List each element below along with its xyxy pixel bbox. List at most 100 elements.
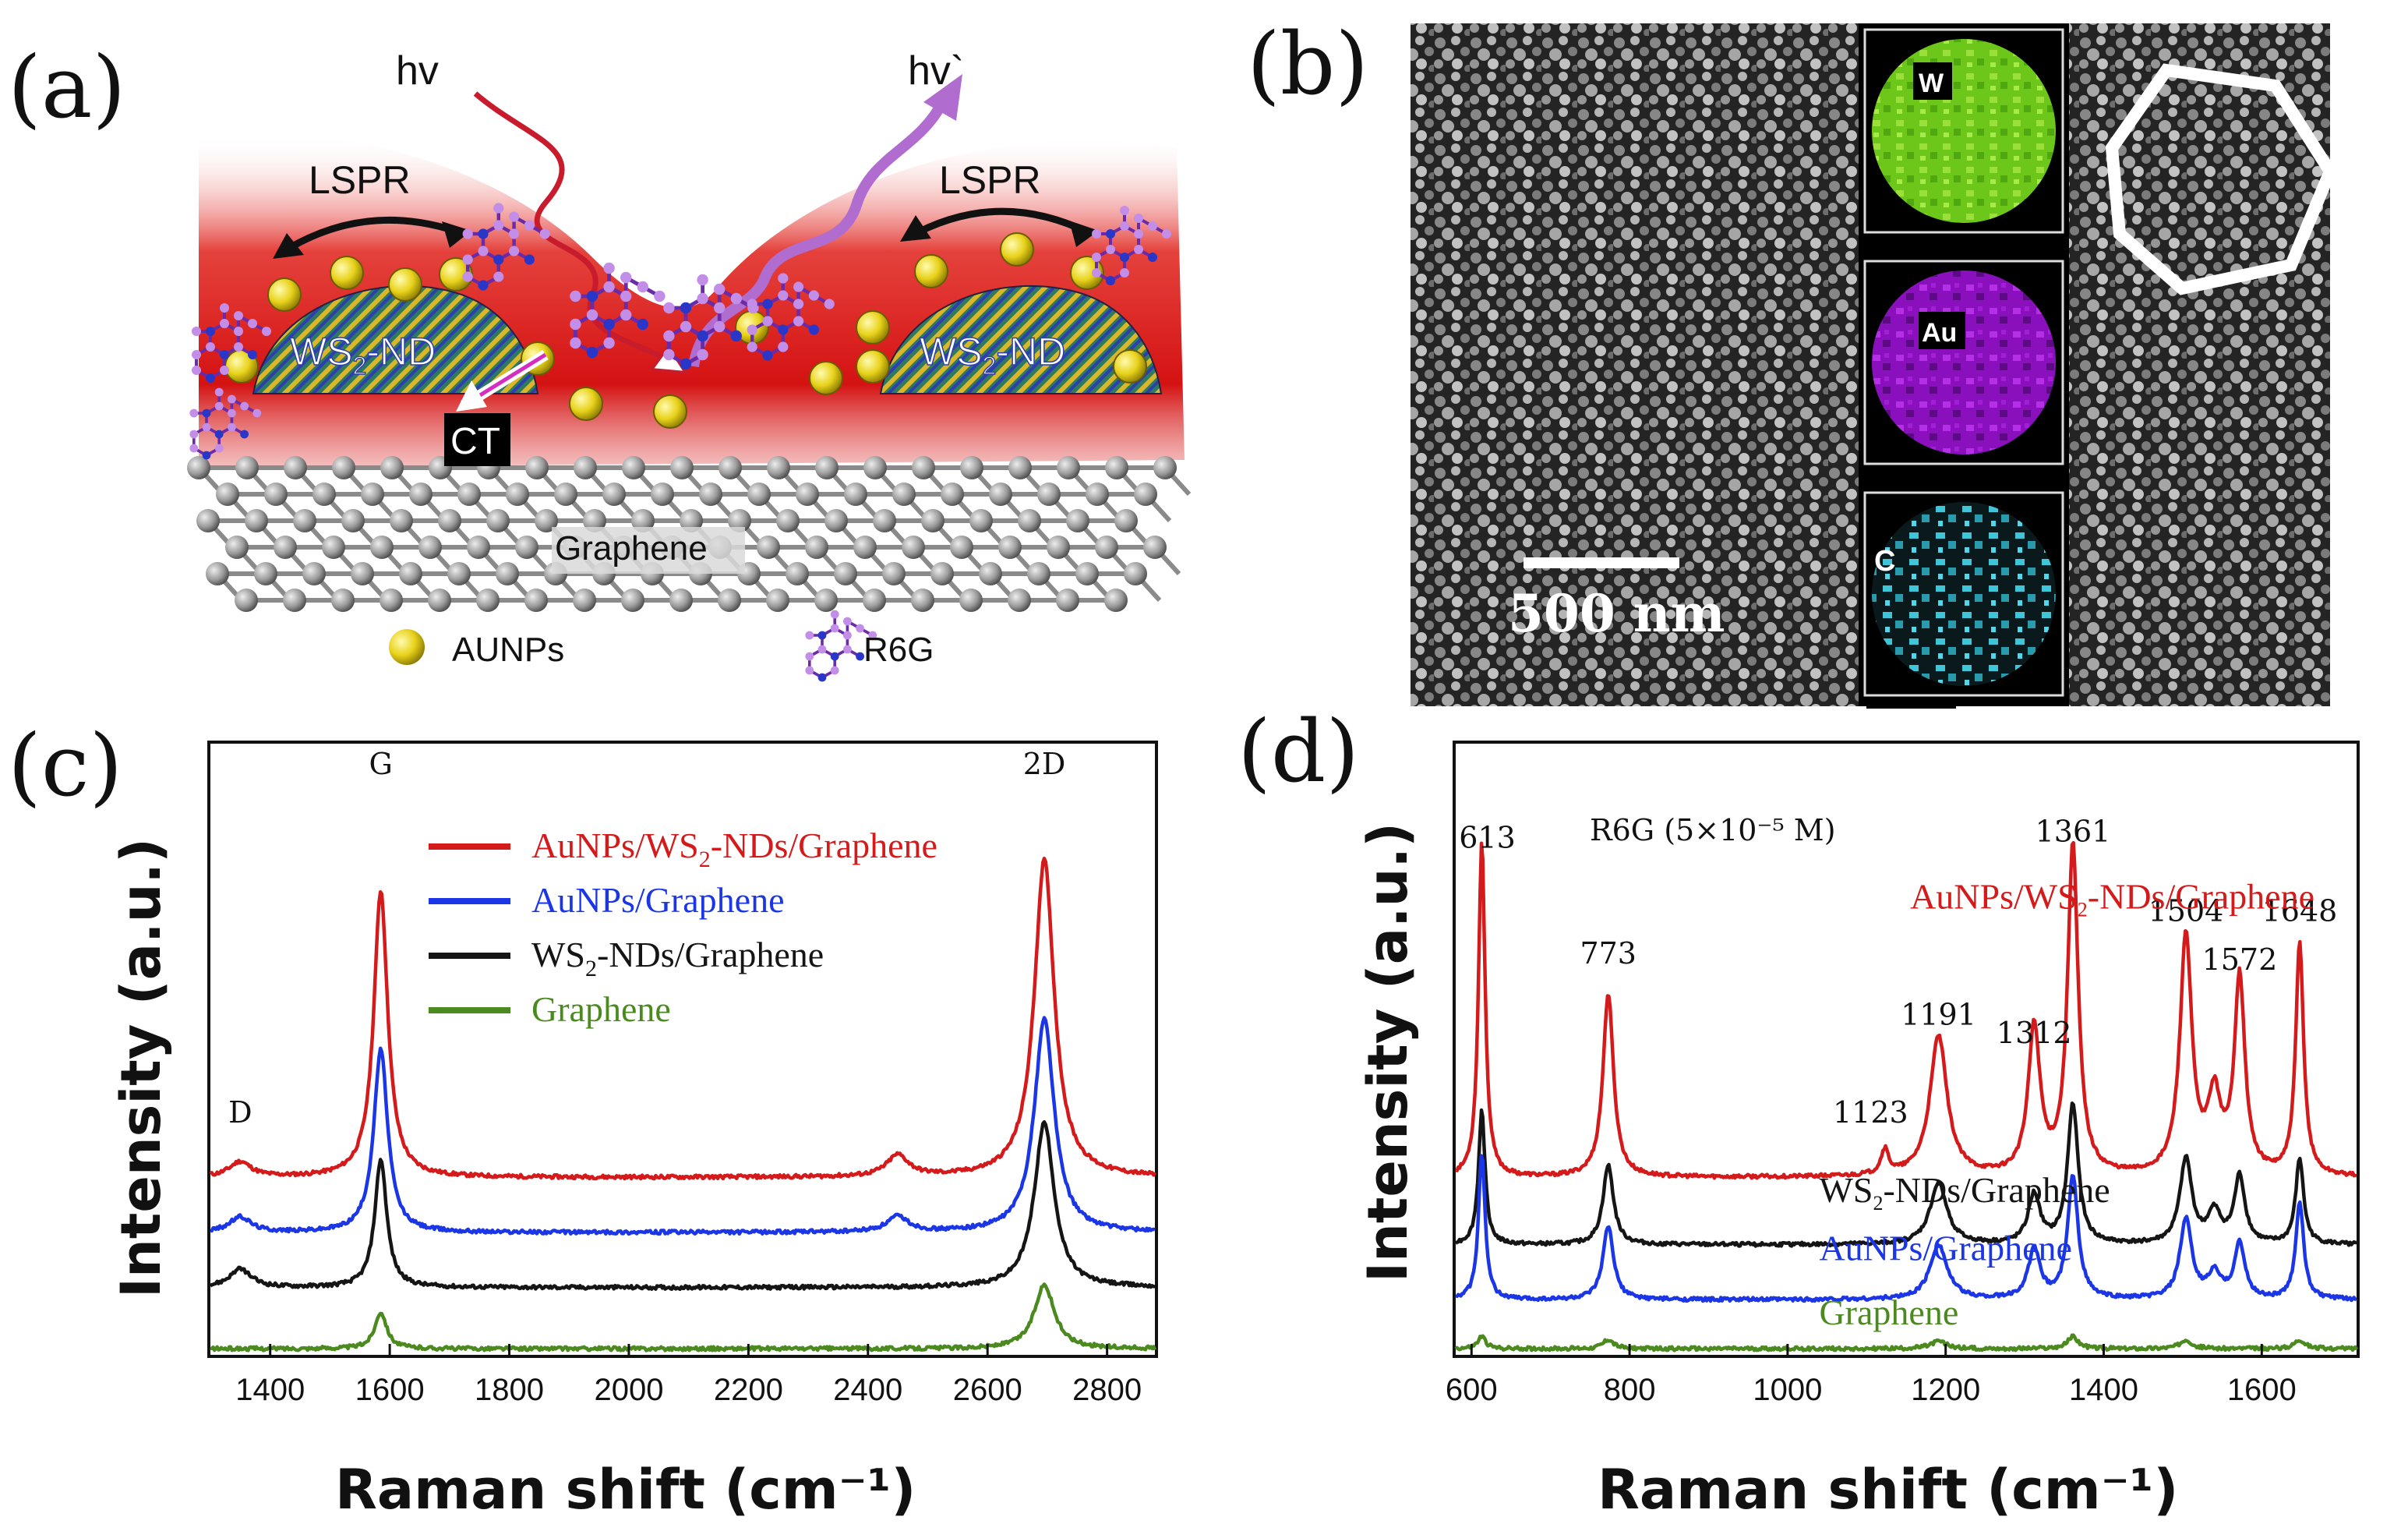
carbon-atom bbox=[622, 456, 645, 479]
series-line-3 bbox=[210, 1282, 1157, 1353]
carbon-atom bbox=[573, 589, 596, 612]
r6g-atom bbox=[462, 228, 473, 239]
carbon-atom bbox=[941, 483, 964, 506]
r6g-atom bbox=[868, 631, 877, 640]
r6g-atom bbox=[539, 228, 550, 239]
r6g-atom bbox=[663, 348, 675, 361]
r6g-atom bbox=[817, 673, 827, 682]
carbon-atom bbox=[302, 562, 326, 585]
nd-label-right: WS2-ND bbox=[920, 330, 1065, 380]
carbon-atom bbox=[409, 483, 433, 506]
r6g-atom bbox=[240, 430, 249, 439]
ws2-nanodome-right bbox=[879, 285, 1163, 394]
r6g-atom bbox=[228, 394, 236, 404]
carbon-atom bbox=[399, 562, 422, 585]
r6g-atom bbox=[817, 631, 827, 640]
lspr-arrowhead bbox=[1069, 221, 1099, 247]
lspr-label-left: LSPR bbox=[309, 158, 411, 202]
r6g-atom bbox=[586, 290, 598, 302]
carbon-atom bbox=[670, 456, 694, 479]
r6g-atom bbox=[478, 280, 489, 291]
r6g-atom bbox=[509, 228, 520, 239]
panel-c-label: (c) bbox=[8, 716, 122, 815]
carbon-atom bbox=[322, 536, 345, 559]
r6g-atom bbox=[206, 327, 215, 336]
carbon-atom bbox=[583, 509, 606, 532]
carbon-atom bbox=[1075, 562, 1099, 585]
carbon-atom bbox=[254, 562, 277, 585]
carbon-atom bbox=[834, 562, 857, 585]
carbon-atom bbox=[380, 589, 403, 612]
peak-label: 1361 bbox=[2036, 814, 2111, 848]
r6g-atom bbox=[620, 271, 632, 284]
r6g-atom bbox=[697, 274, 708, 286]
r6g-atom bbox=[570, 290, 581, 302]
carbon-atom bbox=[515, 536, 538, 559]
peak-label: 1191 bbox=[1901, 998, 1976, 1032]
carbon-atom bbox=[447, 562, 471, 585]
series-line-1 bbox=[1454, 1101, 2357, 1248]
r6g-atom bbox=[192, 350, 201, 359]
x-axis-ticks-d: 600 800 1000 1200 1400 1600 bbox=[1446, 1344, 2297, 1407]
lspr-label-right: LSPR bbox=[939, 158, 1041, 202]
panel-a-schematic: (a) Graphene WS2-ND WS2-ND LSPR LSPR hv … bbox=[8, 37, 1192, 682]
r6g-molecule bbox=[192, 303, 271, 383]
r6g-atom bbox=[220, 319, 229, 328]
r6g-atom bbox=[830, 666, 839, 675]
gold-nanoparticle bbox=[1000, 232, 1034, 267]
panel-d-label: (d) bbox=[1238, 702, 1359, 801]
panel-b-sem: (b) W Au C 500 nm bbox=[1247, 14, 2337, 709]
carbon-atom bbox=[496, 562, 519, 585]
peak-label: G bbox=[369, 747, 392, 781]
carbon-atom bbox=[380, 456, 404, 479]
x-tick-label: 1200 bbox=[1911, 1373, 1980, 1407]
carbon-atom bbox=[960, 456, 983, 479]
r6g-atom bbox=[214, 444, 224, 453]
r6g-atom bbox=[192, 366, 201, 375]
aunp-legend-icon bbox=[389, 629, 425, 665]
carbon-atom bbox=[912, 456, 935, 479]
r6g-atom bbox=[206, 342, 215, 352]
x-axis-title-c: Raman shift (cm⁻¹) bbox=[335, 1458, 916, 1522]
r6g-atom bbox=[202, 408, 211, 418]
carbon-atom bbox=[621, 589, 644, 612]
series-line-2 bbox=[1455, 1154, 2357, 1303]
series-line-0 bbox=[1455, 840, 2357, 1180]
r6g-atom bbox=[478, 228, 489, 239]
r6g-atom bbox=[1106, 276, 1115, 285]
r6g-molecule bbox=[462, 203, 550, 291]
carbon-atom bbox=[718, 589, 741, 612]
r6g-atom bbox=[747, 299, 757, 309]
r6g-atom bbox=[778, 341, 789, 352]
r6g-atom bbox=[1148, 253, 1157, 262]
peak-labels-c: D G 2D bbox=[228, 747, 1065, 1130]
ct-box bbox=[444, 413, 510, 466]
r6g-atom bbox=[1106, 245, 1115, 254]
r6g-atom bbox=[730, 292, 742, 305]
gold-nanoparticle bbox=[330, 256, 364, 290]
r6g-atom bbox=[603, 262, 615, 274]
r6g-atom bbox=[680, 302, 692, 314]
series-line-2 bbox=[209, 1120, 1156, 1292]
r6g-atom bbox=[663, 302, 675, 314]
carbon-atom bbox=[1037, 483, 1061, 506]
carbon-atom bbox=[766, 589, 789, 612]
carbon-atom bbox=[1114, 509, 1138, 532]
carbon-atom bbox=[1134, 483, 1157, 506]
r6g-atom bbox=[680, 320, 692, 333]
carbon-atom bbox=[844, 483, 867, 506]
r6g-atom bbox=[252, 408, 262, 418]
r6g-atom bbox=[793, 281, 804, 292]
carbon-atom bbox=[457, 483, 481, 506]
r6g-atom bbox=[793, 316, 804, 327]
carbon-atom bbox=[1027, 562, 1050, 585]
gold-nanoparticle bbox=[267, 278, 302, 312]
series-label: Graphene bbox=[1819, 1292, 1958, 1332]
carbon-atom bbox=[767, 456, 790, 479]
carbon-atom bbox=[467, 536, 490, 559]
edx-map-c bbox=[1872, 502, 2056, 686]
carbon-atom bbox=[959, 589, 983, 612]
carbon-atom bbox=[428, 589, 451, 612]
carbon-atom bbox=[274, 536, 297, 559]
